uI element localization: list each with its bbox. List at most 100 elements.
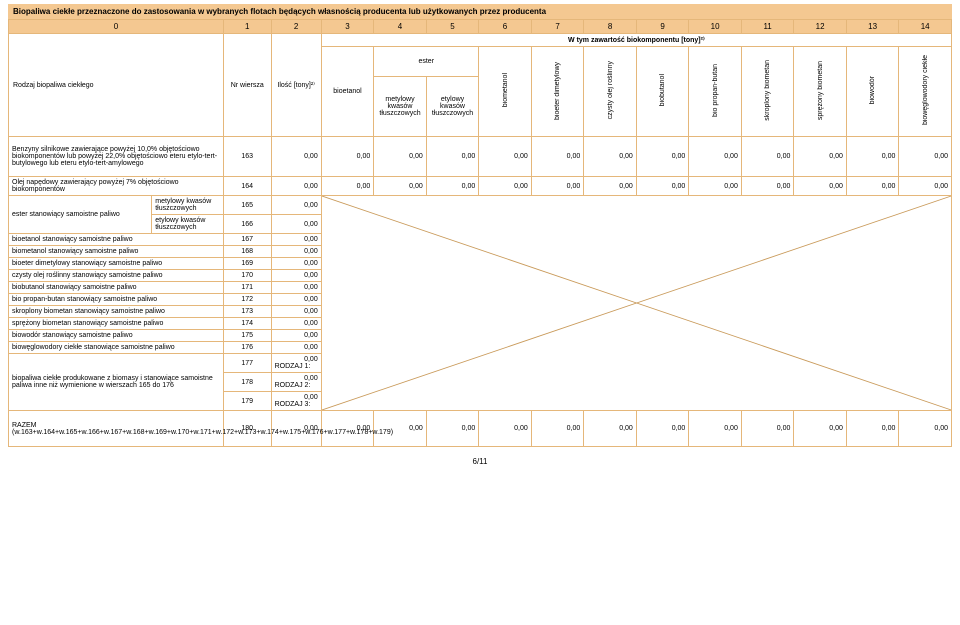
row-desc: biometanol stanowiący samoistne paliwo <box>9 246 224 258</box>
col-num: 9 <box>636 20 689 34</box>
cell-value: 0,00 <box>899 177 952 196</box>
cell-value: 0,00 <box>271 318 321 330</box>
row-nr: 167 <box>223 234 271 246</box>
cell-value: 0,00 <box>741 411 794 447</box>
cell-value: 0,00 <box>426 177 479 196</box>
header-ester-et: etylowy kwasów tłuszczowych <box>426 77 479 137</box>
cell-value: 0,00 <box>636 411 689 447</box>
cell-value: 0,00 <box>584 411 637 447</box>
page-number: 6/11 <box>8 457 952 466</box>
cell-value: 0,00 <box>321 177 374 196</box>
cell-value: 0,00 <box>794 177 847 196</box>
col-num: 7 <box>531 20 584 34</box>
row-desc: biowęglowodory ciekłe stanowiące samoist… <box>9 342 224 354</box>
rodzaj-label: RODZAJ 1: <box>275 363 311 370</box>
cell-value: 0,00 <box>271 294 321 306</box>
col-num: 3 <box>321 20 374 34</box>
cell-value: 0,00 <box>584 177 637 196</box>
cell-value: 0,00 <box>479 411 532 447</box>
row-desc-sub: metylowy kwasów tłuszczowych <box>152 196 224 215</box>
header-group-row: Rodzaj biopaliwa ciekłego Nr wiersza Ilo… <box>9 34 952 47</box>
crossed-out-region <box>321 196 951 411</box>
row-nr: 178 <box>223 373 271 392</box>
row-desc: bioetanol stanowiący samoistne paliwo <box>9 234 224 246</box>
cell-value: 0,00 <box>689 137 742 177</box>
cell-value: 0,00 <box>271 306 321 318</box>
row-desc: biopaliwa ciekłe produkowane z biomasy i… <box>9 354 224 411</box>
table-row: ester stanowiący samoistne paliwo metylo… <box>9 196 952 215</box>
row-nr: 173 <box>223 306 271 318</box>
cell-value: 0,00 <box>846 177 899 196</box>
main-table: 0 1 2 3 4 5 6 7 8 9 10 11 12 13 14 Rodza… <box>8 19 952 447</box>
cell-value: 0,00 <box>271 215 321 234</box>
cell-value: 0,00 <box>321 137 374 177</box>
col-num: 6 <box>479 20 532 34</box>
col-num: 1 <box>223 20 271 34</box>
col-num: 12 <box>794 20 847 34</box>
cell-value: 0,00 <box>794 137 847 177</box>
cell-value: 0,00 <box>271 330 321 342</box>
col-num: 11 <box>741 20 794 34</box>
header-biometanol: biometanol <box>479 47 532 137</box>
col-num: 4 <box>374 20 427 34</box>
header-ilosc: Ilość [tony]²⁾ <box>271 34 321 137</box>
row-desc-sub: etylowy kwasów tłuszczowych <box>152 215 224 234</box>
cell-value: 0,00 <box>794 411 847 447</box>
cell-value: 0,00 <box>636 137 689 177</box>
cell-value: 0,00 <box>271 270 321 282</box>
cell-value: 0,00 <box>846 411 899 447</box>
page-container: Biopaliwa ciekłe przeznaczone do zastoso… <box>0 0 960 470</box>
cell-value: 0,00 <box>689 411 742 447</box>
row-nr: 176 <box>223 342 271 354</box>
rodzaj-label: RODZAJ 2: <box>275 382 311 389</box>
row-desc: sprężony biometan stanowiący samoistne p… <box>9 318 224 330</box>
row-nr: 172 <box>223 294 271 306</box>
header-biobutanol: biobutanol <box>636 47 689 137</box>
header-biowodor: biowodór <box>846 47 899 137</box>
cell-value: 0,00 <box>374 177 427 196</box>
row-desc: bio propan-butan stanowiący samoistne pa… <box>9 294 224 306</box>
row-nr: 165 <box>223 196 271 215</box>
row-nr: 175 <box>223 330 271 342</box>
header-czysty: czysty olej roślinny <box>584 47 637 137</box>
row-nr: 168 <box>223 246 271 258</box>
cell-value: 0,00 <box>479 177 532 196</box>
header-group: W tym zawartość biokomponentu [tony]²⁾ <box>321 34 951 47</box>
cell-value: 0,00 <box>426 137 479 177</box>
cell-value: 0,00 <box>271 282 321 294</box>
row-desc: czysty olej roślinny stanowiący samoistn… <box>9 270 224 282</box>
header-nr: Nr wiersza <box>223 34 271 137</box>
header-sprezony: sprężony biometan <box>794 47 847 137</box>
header-bioetanol: bioetanol <box>321 47 374 137</box>
cell-value: 0,00 <box>374 137 427 177</box>
row-nr: 174 <box>223 318 271 330</box>
cell-value: 0,00 <box>271 246 321 258</box>
cell-value: 0,00 <box>426 411 479 447</box>
col-num: 5 <box>426 20 479 34</box>
row-desc: Olej napędowy zawierający powyżej 7% obj… <box>9 177 224 196</box>
row-nr: 163 <box>223 137 271 177</box>
column-number-row: 0 1 2 3 4 5 6 7 8 9 10 11 12 13 14 <box>9 20 952 34</box>
cell-value: 0,00 <box>271 137 321 177</box>
cell-value: 0,00 <box>584 137 637 177</box>
cell-value: 0,00 RODZAJ 3: <box>271 392 321 411</box>
table-row: Olej napędowy zawierający powyżej 7% obj… <box>9 177 952 196</box>
col-num: 10 <box>689 20 742 34</box>
row-nr: 177 <box>223 354 271 373</box>
section-title: Biopaliwa ciekłe przeznaczone do zastoso… <box>8 4 952 19</box>
cell-value: 0,00 RODZAJ 2: <box>271 373 321 392</box>
cell-value: 0,00 <box>271 342 321 354</box>
row-nr: 170 <box>223 270 271 282</box>
row-desc: Benzyny silnikowe zawierające powyżej 10… <box>9 137 224 177</box>
row-nr: 171 <box>223 282 271 294</box>
cell-value: 0,00 <box>271 177 321 196</box>
col-num: 14 <box>899 20 952 34</box>
row-nr: 166 <box>223 215 271 234</box>
cell-value: 0,00 <box>271 234 321 246</box>
cell-value: 0,00 <box>741 137 794 177</box>
cell-value: 0,00 <box>846 137 899 177</box>
cell-value: 0,00 <box>531 177 584 196</box>
row-desc: bioeter dimetylowy stanowiący samoistne … <box>9 258 224 270</box>
header-bioweg: biowęglowodory ciekłe <box>899 47 952 137</box>
row-nr: 164 <box>223 177 271 196</box>
